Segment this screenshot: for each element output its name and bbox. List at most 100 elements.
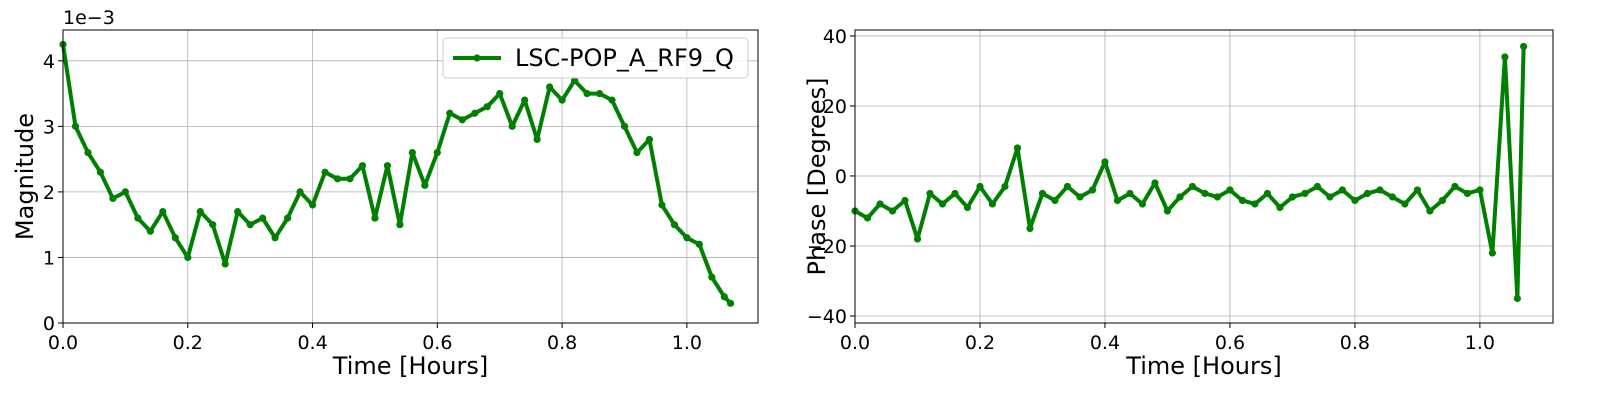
point <box>1026 224 1034 233</box>
y-tick-label: 4 <box>43 51 55 73</box>
point <box>1263 189 1272 198</box>
point <box>1476 186 1484 194</box>
point <box>1076 193 1084 201</box>
point <box>209 221 217 229</box>
y-tick-label: 0 <box>835 166 847 188</box>
point <box>1001 182 1009 191</box>
point <box>1501 53 1509 61</box>
point <box>109 194 117 203</box>
x-axis-label: Time [Hours] <box>1125 352 1281 380</box>
y-axis-label: Phase [Degrees] <box>803 78 831 276</box>
point <box>346 175 354 183</box>
point <box>146 227 154 235</box>
x-tick-label: 0.4 <box>297 332 327 354</box>
x-axis-label: Time [Hours] <box>332 352 488 380</box>
point <box>1238 196 1247 205</box>
point <box>308 201 317 209</box>
point <box>408 148 416 157</box>
point <box>1251 200 1259 208</box>
point <box>1488 249 1496 257</box>
point <box>558 96 566 104</box>
point <box>1288 193 1297 201</box>
point <box>508 122 516 130</box>
point <box>283 214 292 222</box>
point <box>1438 196 1446 205</box>
axes-frame <box>854 29 1554 324</box>
point <box>901 196 909 205</box>
point <box>483 103 491 111</box>
point <box>134 214 142 222</box>
point <box>1388 193 1397 201</box>
point <box>695 240 703 248</box>
point <box>71 122 80 130</box>
point <box>1088 186 1097 194</box>
point <box>608 96 616 104</box>
point <box>1513 294 1521 303</box>
point <box>1176 193 1184 201</box>
point <box>926 189 934 198</box>
point <box>876 200 884 208</box>
point <box>708 273 716 281</box>
point <box>645 135 654 144</box>
point <box>988 200 997 208</box>
point <box>1451 182 1459 191</box>
point <box>196 207 204 216</box>
y-tick-label: 1 <box>43 247 55 269</box>
point <box>1213 193 1222 201</box>
point <box>863 214 872 222</box>
point <box>1276 203 1284 212</box>
point <box>433 148 441 157</box>
point <box>396 221 404 229</box>
point <box>888 207 897 215</box>
point <box>1013 144 1022 152</box>
point <box>620 122 629 130</box>
point <box>383 162 392 170</box>
y-tick-label: 3 <box>43 116 55 138</box>
point <box>595 89 604 98</box>
point <box>184 253 192 262</box>
x-tick-label: 0.6 <box>1215 332 1245 354</box>
point <box>1363 189 1372 198</box>
x-tick-label: 0.8 <box>547 332 577 354</box>
point <box>471 109 479 117</box>
point <box>421 181 429 189</box>
point <box>121 188 129 196</box>
point <box>583 89 591 98</box>
point <box>976 182 984 191</box>
x-tick-label: 0.6 <box>422 332 452 354</box>
point <box>159 207 167 216</box>
point <box>371 214 379 222</box>
y-tick-label: −20 <box>807 236 847 258</box>
x-tick-label: 0.2 <box>965 332 995 354</box>
point <box>271 234 279 242</box>
point <box>321 168 329 176</box>
point <box>670 221 679 229</box>
point <box>1188 182 1197 191</box>
legend-label: LSC-POP_A_RF9_Q <box>515 44 734 72</box>
point <box>938 200 947 208</box>
point <box>259 214 267 222</box>
offset-text: 1e−3 <box>63 7 115 29</box>
y-tick-label: 40 <box>823 26 847 48</box>
point <box>1426 207 1434 215</box>
point <box>521 96 529 104</box>
point <box>1163 207 1172 215</box>
y-tick-label: −40 <box>807 306 847 328</box>
point <box>658 201 666 209</box>
y-tick-label: 2 <box>43 182 55 204</box>
x-tick-label: 0.2 <box>173 332 203 354</box>
point <box>1376 186 1384 194</box>
point <box>446 109 454 117</box>
point <box>533 135 541 144</box>
point <box>633 148 641 157</box>
legend-marker <box>473 54 481 62</box>
point <box>963 203 972 212</box>
point <box>1063 182 1072 191</box>
y-tick-label: 20 <box>823 96 847 118</box>
point <box>1151 179 1159 187</box>
point <box>913 235 922 243</box>
legend-box <box>442 37 749 79</box>
point <box>951 189 959 198</box>
point <box>683 234 691 242</box>
